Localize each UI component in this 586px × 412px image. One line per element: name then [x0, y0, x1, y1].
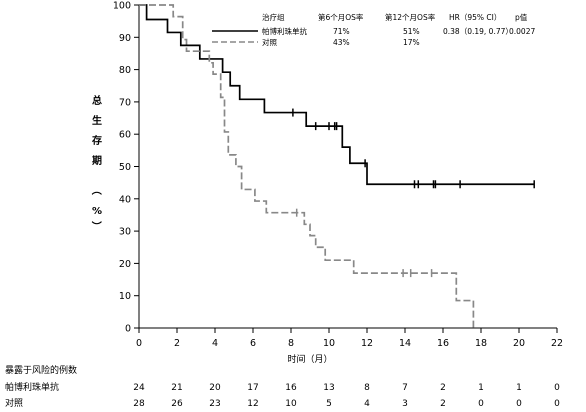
risk-value: 3: [402, 399, 408, 409]
x-tick-label: 22: [551, 338, 563, 349]
curve-control: [139, 4, 475, 328]
curves: [139, 4, 535, 328]
y-axis-label-char: 总: [92, 94, 102, 107]
y-axis-label-char: 期: [92, 154, 102, 167]
risk-table-values: 24 21 20 17 16 13 8 7 2 1 1 028 26 23 12 10 5 4 3 2 0 0 0: [133, 383, 560, 409]
x-tick-label: 8: [288, 338, 294, 349]
risk-value: 2: [440, 383, 446, 393]
x-tick-label: 16: [437, 338, 449, 349]
legend: 治疗组 第6个月OS率 第12个月OS率 HR（95% CI） p值 帕博利珠单…: [212, 12, 535, 47]
x-tick-label: 14: [399, 338, 411, 349]
risk-value: 28: [133, 399, 145, 409]
y-tick-label: 100: [113, 1, 131, 12]
x-ticks: 0 2 4 6 8 10 12 14 16 18 20 22: [136, 328, 563, 349]
risk-value: 23: [209, 399, 220, 409]
legend-row-control-os12: 17%: [403, 38, 420, 47]
y-axis-label-char: ）: [90, 221, 103, 231]
x-tick-label: 10: [323, 338, 335, 349]
risk-value: 5: [326, 399, 332, 409]
risk-value: 0: [554, 383, 560, 393]
risk-value: 12: [247, 399, 258, 409]
x-tick-label: 12: [361, 338, 373, 349]
risk-value: 21: [171, 383, 182, 393]
x-tick-label: 4: [212, 338, 218, 349]
y-tick-label: 20: [119, 259, 131, 270]
x-tick-label: 0: [136, 338, 142, 349]
legend-row-control-name: 对照: [262, 37, 277, 47]
legend-header-p: p值: [515, 12, 528, 22]
risk-value: 4: [364, 399, 370, 409]
risk-value: 26: [171, 399, 183, 409]
legend-row-control-os6: 43%: [333, 38, 350, 47]
risk-row-control-label: 对照: [5, 397, 23, 409]
x-tick-label: 6: [250, 338, 256, 349]
risk-value: 7: [402, 383, 408, 393]
risk-value: 8: [364, 383, 370, 393]
y-ticks: 0 10 20 30 40 50 60 70 80 90 100: [113, 1, 139, 335]
x-tick-label: 18: [475, 338, 487, 349]
y-tick-label: 60: [119, 130, 131, 141]
risk-value: 0: [478, 399, 484, 409]
risk-table-title: 暴露于风险的例数: [5, 364, 77, 376]
y-tick-label: 50: [119, 162, 131, 173]
legend-row-pembrolizumab-os6: 71%: [333, 27, 350, 36]
risk-value: 13: [323, 383, 334, 393]
legend-header-group: 治疗组: [262, 12, 285, 22]
risk-row-pembrolizumab-label: 帕博利珠单抗: [5, 381, 59, 393]
y-tick-label: 10: [119, 291, 131, 302]
y-tick-label: 40: [119, 194, 131, 205]
legend-header-hr: HR（95% CI）: [449, 13, 501, 22]
y-tick-label: 0: [125, 324, 131, 335]
y-axis-label-char: %: [92, 206, 102, 217]
y-tick-label: 90: [119, 33, 131, 44]
risk-value: 0: [516, 399, 522, 409]
legend-row-pembrolizumab-os12: 51%: [403, 27, 420, 36]
x-axis-label: 时间（月）: [287, 353, 332, 365]
x-tick-label: 20: [513, 338, 525, 349]
risk-value: 1: [478, 383, 484, 393]
risk-value: 17: [247, 383, 258, 393]
legend-header-os12: 第12个月OS率: [385, 12, 436, 22]
risk-value: 20: [209, 383, 221, 393]
risk-value: 24: [133, 383, 145, 393]
risk-value: 2: [440, 399, 446, 409]
risk-value: 0: [554, 399, 560, 409]
y-tick-label: 30: [119, 227, 131, 238]
y-tick-label: 80: [119, 65, 131, 76]
y-axis-label-char: （: [90, 185, 103, 195]
x-tick-label: 2: [174, 338, 180, 349]
legend-row-pembrolizumab-name: 帕博利珠单抗: [262, 26, 307, 36]
curve-pembrolizumab: [139, 4, 535, 186]
y-axis-label-char: 生: [92, 114, 102, 127]
y-tick-label: 70: [119, 97, 131, 108]
risk-value: 10: [285, 399, 297, 409]
legend-row-pembrolizumab-p: 0.0027: [509, 27, 535, 36]
legend-row-pembrolizumab-hr: 0.38（0.19, 0.77）: [443, 27, 513, 36]
y-axis-label-char: 存: [92, 134, 102, 147]
risk-value: 1: [516, 383, 522, 393]
legend-header-os6: 第6个月OS率: [318, 12, 364, 22]
risk-value: 16: [285, 383, 297, 393]
